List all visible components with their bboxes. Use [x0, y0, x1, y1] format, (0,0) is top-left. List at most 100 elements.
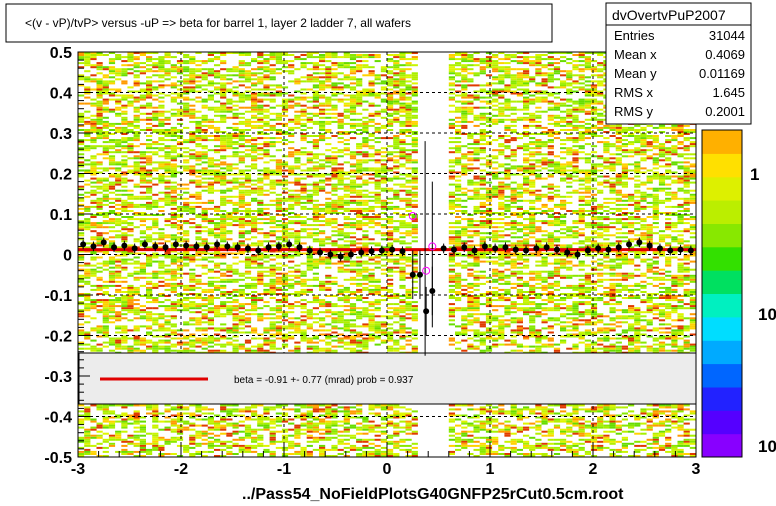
- heatmap-cell: [677, 177, 684, 180]
- heatmap-cell: [238, 177, 245, 180]
- heatmap-cell: [139, 218, 146, 221]
- heatmap-cell: [152, 98, 159, 101]
- heatmap-cell: [510, 139, 517, 142]
- heatmap-cell: [399, 189, 406, 192]
- heatmap-cell: [628, 141, 635, 144]
- heatmap-cell: [689, 137, 696, 140]
- heatmap-cell: [510, 153, 517, 156]
- heatmap-cell: [393, 92, 400, 95]
- heatmap-cell: [349, 88, 357, 91]
- heatmap-cell: [498, 201, 505, 204]
- heatmap-cell: [566, 165, 573, 168]
- heatmap-cell: [560, 157, 567, 160]
- heatmap-cell: [535, 110, 542, 113]
- heatmap-cell: [467, 183, 474, 186]
- heatmap-cell: [90, 145, 97, 148]
- heatmap-cell: [170, 68, 177, 71]
- heatmap-cell: [108, 175, 116, 178]
- heatmap-cell: [399, 84, 406, 87]
- heatmap-cell: [214, 218, 221, 221]
- heatmap-cell: [578, 108, 585, 111]
- heatmap-cell: [115, 141, 122, 144]
- heatmap-cell: [510, 129, 517, 131]
- heatmap-cell: [78, 169, 85, 172]
- heatmap-cell: [492, 94, 499, 97]
- heatmap-cell: [325, 179, 332, 182]
- heatmap-cell: [461, 155, 468, 158]
- heatmap-cell: [479, 238, 486, 241]
- heatmap-cell: [461, 205, 468, 208]
- heatmap-cell: [275, 214, 282, 216]
- heatmap-cell: [152, 86, 159, 89]
- heatmap-cell: [510, 222, 517, 225]
- heatmap-cell: [399, 143, 406, 146]
- heatmap-cell: [529, 116, 536, 119]
- heatmap-cell: [183, 207, 190, 210]
- heatmap-cell: [275, 201, 282, 204]
- heatmap-cell: [677, 216, 684, 218]
- heatmap-cell: [603, 147, 610, 150]
- heatmap-cell: [387, 108, 394, 111]
- heatmap-cell: [170, 171, 177, 174]
- heatmap-cell: [102, 66, 109, 69]
- heatmap-cell: [393, 102, 400, 105]
- heatmap-cell: [170, 236, 177, 239]
- heatmap-cell: [257, 199, 264, 202]
- heatmap-cell: [78, 74, 85, 77]
- heatmap-cell: [553, 236, 561, 239]
- heatmap-cell: [634, 238, 641, 241]
- heatmap-cell: [547, 165, 554, 168]
- heatmap-cell: [634, 228, 641, 231]
- heatmap-cell: [139, 240, 146, 243]
- heatmap-cell: [164, 234, 171, 237]
- heatmap-cell: [226, 106, 233, 109]
- heatmap-cell: [146, 238, 153, 241]
- heatmap-cell: [535, 120, 542, 123]
- heatmap-cell: [479, 197, 486, 200]
- heatmap-cell: [207, 185, 214, 188]
- heatmap-cell: [393, 108, 400, 111]
- heatmap-cell: [479, 216, 486, 218]
- heatmap-cell: [492, 236, 499, 239]
- heatmap-cell: [479, 149, 486, 152]
- heatmap-cell: [288, 205, 295, 208]
- heatmap-cell: [275, 165, 282, 168]
- heatmap-cell: [220, 222, 227, 225]
- heatmap-cell: [671, 238, 678, 241]
- heatmap-cell: [553, 62, 561, 65]
- heatmap-cell: [523, 92, 530, 95]
- heatmap-cell: [226, 238, 233, 241]
- heatmap-cell: [683, 185, 690, 188]
- heatmap-cell: [90, 185, 97, 188]
- heatmap-cell: [257, 214, 264, 216]
- heatmap-cell: [207, 234, 214, 237]
- heatmap-cell: [467, 240, 474, 243]
- heatmap-cell: [164, 139, 171, 142]
- heatmap-cell: [139, 88, 146, 91]
- heatmap-cell: [411, 187, 418, 190]
- heatmap-cell: [516, 76, 523, 79]
- heatmap-cell: [473, 60, 480, 63]
- heatmap-cell: [220, 96, 227, 99]
- heatmap-cell: [325, 173, 332, 176]
- heatmap-cell: [461, 126, 468, 129]
- heatmap-cell: [331, 205, 338, 208]
- heatmap-cell: [195, 126, 202, 129]
- heatmap-cell: [467, 84, 474, 87]
- heatmap-cell: [560, 214, 567, 216]
- heatmap-cell: [269, 203, 276, 206]
- heatmap-cell: [380, 124, 387, 127]
- heatmap-cell: [176, 155, 184, 158]
- heatmap-cell: [387, 205, 394, 208]
- heatmap-cell: [652, 187, 659, 190]
- heatmap-cell: [609, 189, 616, 192]
- heatmap-cell: [281, 133, 289, 135]
- heatmap-cell: [572, 108, 579, 111]
- heatmap-cell: [319, 110, 326, 113]
- heatmap-cell: [405, 153, 412, 156]
- heatmap-cell: [547, 133, 554, 135]
- heatmap-cell: [523, 135, 530, 137]
- heatmap-cell: [584, 62, 591, 65]
- heatmap-cell: [220, 226, 227, 229]
- heatmap-cell: [263, 120, 270, 123]
